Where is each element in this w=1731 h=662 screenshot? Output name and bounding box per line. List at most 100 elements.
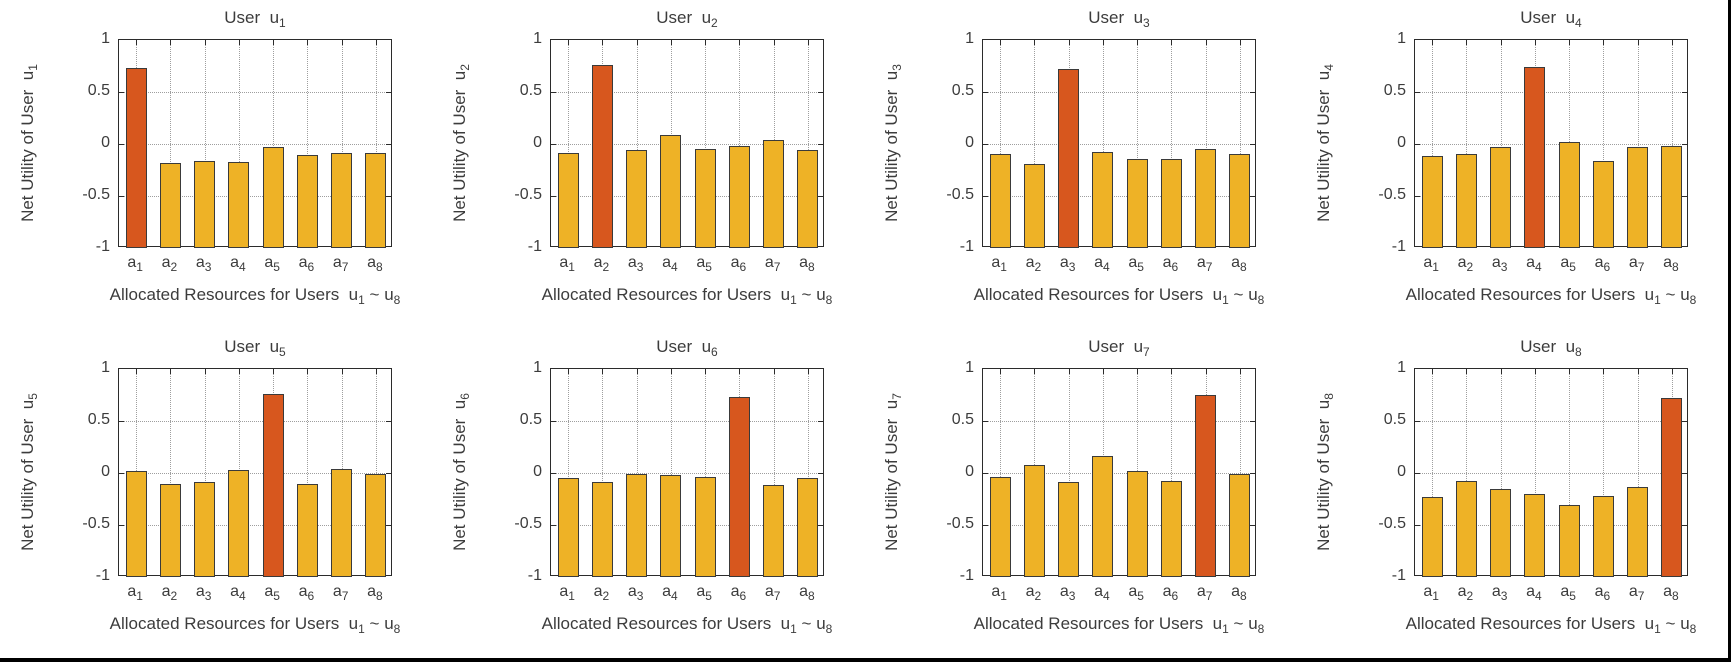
- bar-a7: [1195, 149, 1217, 248]
- x-tick-label: a5: [696, 583, 712, 603]
- x-axis-tick: [273, 40, 275, 45]
- y-tick-label: 1: [965, 30, 974, 47]
- plot-area: [982, 368, 1256, 577]
- v-gridline: [1603, 40, 1605, 246]
- h-gridline: [551, 92, 823, 93]
- plot-area: [550, 368, 824, 577]
- h-gridline: [119, 473, 391, 474]
- x-axis-tick: [1500, 40, 1502, 45]
- y-tick-label: -0.5: [1378, 515, 1406, 532]
- y-tick-label: 0.5: [87, 411, 110, 428]
- bar-a4: [228, 161, 250, 248]
- x-axis-tick: [1637, 369, 1639, 374]
- bar-a7: [331, 153, 353, 248]
- x-tick-label: a5: [1560, 254, 1576, 274]
- bar-a1: [989, 477, 1011, 577]
- v-gridline: [773, 369, 775, 575]
- v-gridline: [1569, 369, 1571, 575]
- v-gridline: [1637, 40, 1639, 246]
- chart-user-u3: User u3 Net Utility of User u3 1 0.5 0 -0.5 -1…: [864, 0, 1296, 329]
- h-gridline: [1415, 92, 1687, 93]
- v-gridline: [1000, 40, 1002, 246]
- y-tick-label: 0: [1397, 134, 1406, 151]
- v-gridline: [1137, 40, 1139, 246]
- v-gridline: [1171, 40, 1173, 246]
- bar-a5: [694, 477, 716, 577]
- y-tick-label: 0.5: [519, 411, 542, 428]
- y-axis-label: Net Utility of User u7: [882, 393, 904, 551]
- x-axis-tick: [568, 40, 570, 45]
- bar-a5: [1126, 158, 1148, 248]
- x-axis-tick: [1239, 40, 1241, 45]
- v-gridline: [204, 40, 206, 246]
- bar-a2: [1455, 481, 1477, 577]
- x-tick-label: a1: [991, 254, 1007, 274]
- y-axis-tick: [1682, 196, 1687, 197]
- x-tick-label: a5: [696, 254, 712, 274]
- x-tick-label: a4: [1526, 583, 1542, 603]
- bar-a4: [1092, 456, 1114, 577]
- v-gridline: [375, 369, 377, 575]
- x-axis-tick: [1671, 40, 1673, 45]
- x-tick-label: a4: [230, 254, 246, 274]
- h-gridline: [1415, 473, 1687, 474]
- x-tick-label: a1: [1423, 254, 1439, 274]
- y-tick-label: 1: [101, 30, 110, 47]
- x-axis-tick: [1000, 369, 1002, 374]
- bar-a5: [694, 149, 716, 248]
- bar-a4: [228, 469, 250, 577]
- x-axis-tick: [773, 40, 775, 45]
- v-gridline: [1205, 40, 1207, 246]
- chart-title: User u7: [1088, 337, 1150, 359]
- y-tick-label: 0.5: [951, 82, 974, 99]
- bar-a3: [626, 474, 648, 577]
- y-axis-label: Net Utility of User u8: [1314, 393, 1336, 551]
- y-axis-tick: [818, 92, 823, 93]
- y-tick-label: 0: [533, 134, 542, 151]
- x-axis-tick: [1466, 40, 1468, 45]
- x-tick-label: a4: [1526, 254, 1542, 274]
- y-axis-tick: [551, 196, 556, 197]
- x-axis-tick: [1603, 369, 1605, 374]
- bar-a8: [365, 153, 387, 248]
- x-axis-tick: [170, 369, 172, 374]
- plot-area: [550, 39, 824, 248]
- x-tick-label: a7: [332, 254, 349, 274]
- bar-a3: [1490, 147, 1512, 248]
- v-gridline: [1500, 40, 1502, 246]
- y-axis-tick: [119, 525, 124, 526]
- h-gridline: [983, 525, 1255, 526]
- x-tick-label: a5: [1128, 583, 1144, 603]
- x-axis-tick: [307, 369, 309, 374]
- y-tick-label: -0.5: [82, 515, 110, 532]
- x-axis-tick: [602, 369, 604, 374]
- v-gridline: [307, 369, 309, 575]
- v-gridline: [1034, 40, 1036, 246]
- bar-a3: [194, 482, 216, 577]
- y-axis-tick: [1250, 144, 1255, 145]
- y-tick-label: -1: [959, 567, 974, 584]
- y-axis-tick: [983, 421, 988, 422]
- chart-user-u2: User u2 Net Utility of User u2 1 0.5 0 -0.5 -1…: [432, 0, 864, 329]
- x-tick-label: a1: [127, 254, 143, 274]
- y-axis-tick: [386, 421, 391, 422]
- plot-area: [118, 368, 392, 577]
- bar-a6: [728, 397, 750, 577]
- chart-user-u4: User u4 Net Utility of User u4 1 0.5 0 -0.5 -1…: [1296, 0, 1728, 329]
- x-tick-label: a8: [367, 254, 383, 274]
- x-tick-label: a2: [593, 583, 610, 603]
- bar-a5: [1126, 470, 1148, 577]
- y-axis-label: Net Utility of User u4: [1314, 64, 1336, 222]
- v-gridline: [1466, 40, 1468, 246]
- x-tick-label: a6: [1162, 254, 1179, 274]
- y-tick-label: 0.5: [1383, 411, 1406, 428]
- x-tick-label: a6: [1594, 583, 1611, 603]
- y-axis-tick: [551, 92, 556, 93]
- y-tick-label: -0.5: [514, 515, 542, 532]
- x-tick-label: a8: [1663, 583, 1679, 603]
- y-axis-tick: [1250, 421, 1255, 422]
- x-tick-label: a8: [1231, 254, 1247, 274]
- y-axis-tick: [818, 473, 823, 474]
- x-tick-label: a1: [991, 583, 1007, 603]
- x-tick-label: a5: [264, 254, 280, 274]
